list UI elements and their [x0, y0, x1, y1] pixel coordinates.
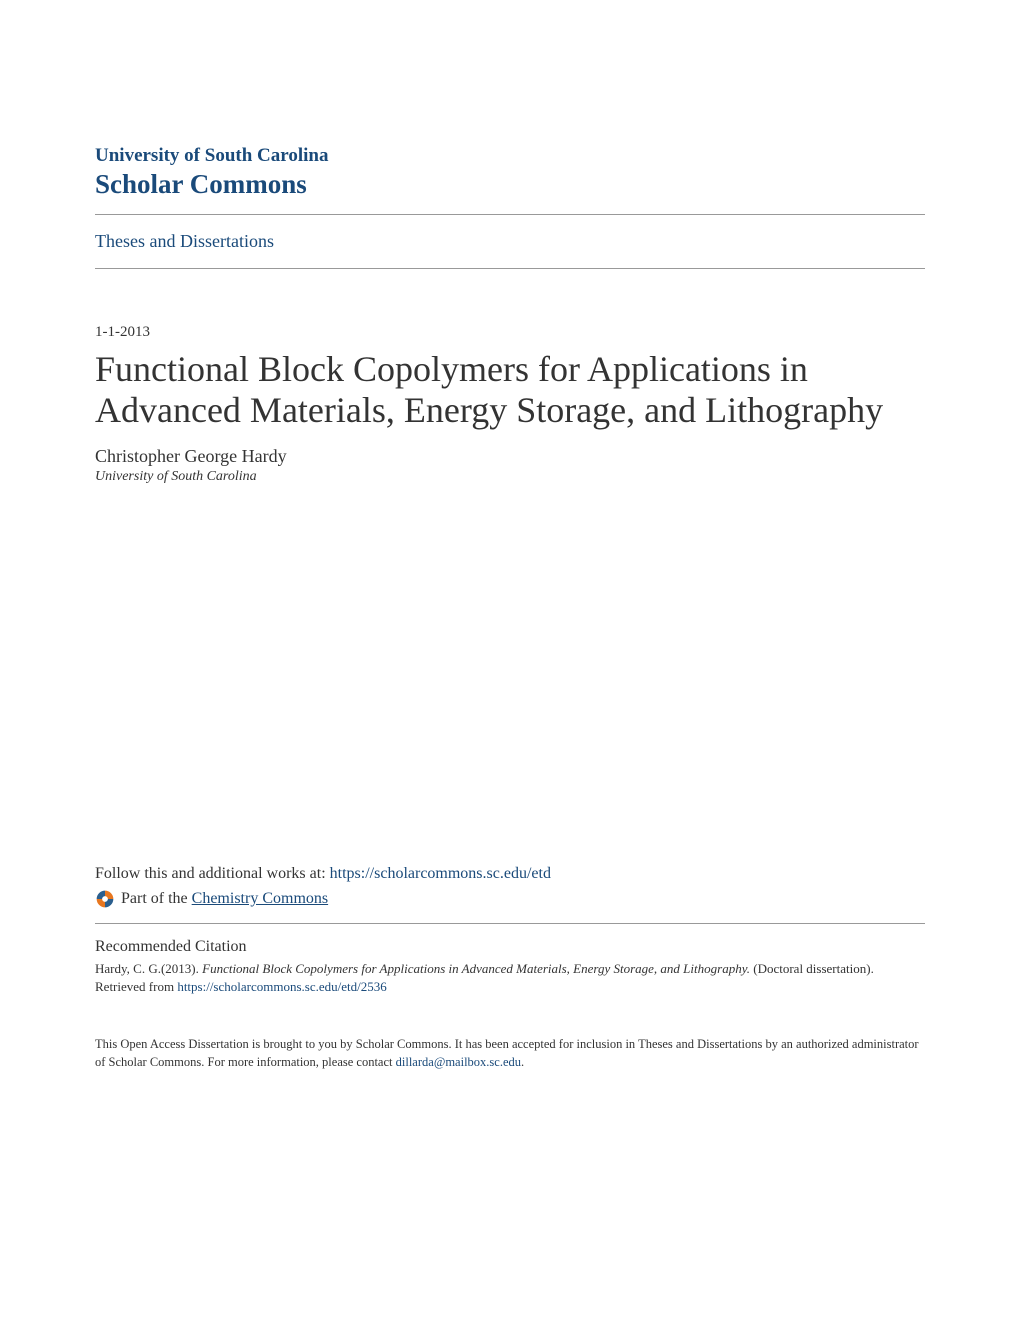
- page-container: University of South Carolina Scholar Com…: [0, 0, 1020, 1131]
- footer-text: This Open Access Dissertation is brought…: [95, 1036, 925, 1071]
- footer-email-link[interactable]: dillarda@mailbox.sc.edu: [396, 1055, 521, 1069]
- citation-author-year: Hardy, C. G.(2013).: [95, 961, 202, 976]
- publication-date: 1-1-2013: [95, 324, 925, 341]
- theses-link[interactable]: Theses and Dissertations: [95, 231, 274, 251]
- part-of-line: Part of the Chemistry Commons: [95, 889, 925, 909]
- citation-title-italic: Functional Block Copolymers for Applicat…: [202, 961, 750, 976]
- header-section: University of South Carolina Scholar Com…: [95, 145, 925, 269]
- nav-section: Theses and Dissertations: [95, 215, 925, 268]
- network-icon: [95, 889, 115, 909]
- citation-url-link[interactable]: https://scholarcommons.sc.edu/etd/2536: [177, 979, 386, 994]
- author-name: Christopher George Hardy: [95, 446, 925, 467]
- footer-after: .: [521, 1055, 524, 1069]
- author-affiliation: University of South Carolina: [95, 469, 925, 485]
- citation-section: Recommended Citation Hardy, C. G.(2013).…: [95, 938, 925, 996]
- repository-name[interactable]: Scholar Commons: [95, 169, 925, 200]
- citation-heading: Recommended Citation: [95, 938, 925, 956]
- follow-url-link[interactable]: https://scholarcommons.sc.edu/etd: [330, 865, 551, 882]
- part-of-text: Part of the Chemistry Commons: [121, 890, 328, 908]
- follow-line: Follow this and additional works at: htt…: [95, 865, 925, 883]
- citation-text: Hardy, C. G.(2013). Functional Block Cop…: [95, 960, 925, 996]
- university-name: University of South Carolina: [95, 145, 925, 167]
- follow-prefix: Follow this and additional works at:: [95, 865, 330, 882]
- divider-follow: [95, 923, 925, 924]
- document-title: Functional Block Copolymers for Applicat…: [95, 349, 925, 432]
- follow-section: Follow this and additional works at: htt…: [95, 865, 925, 924]
- part-of-prefix: Part of the: [121, 890, 192, 907]
- divider-nav: [95, 268, 925, 269]
- commons-link[interactable]: Chemistry Commons: [192, 890, 328, 907]
